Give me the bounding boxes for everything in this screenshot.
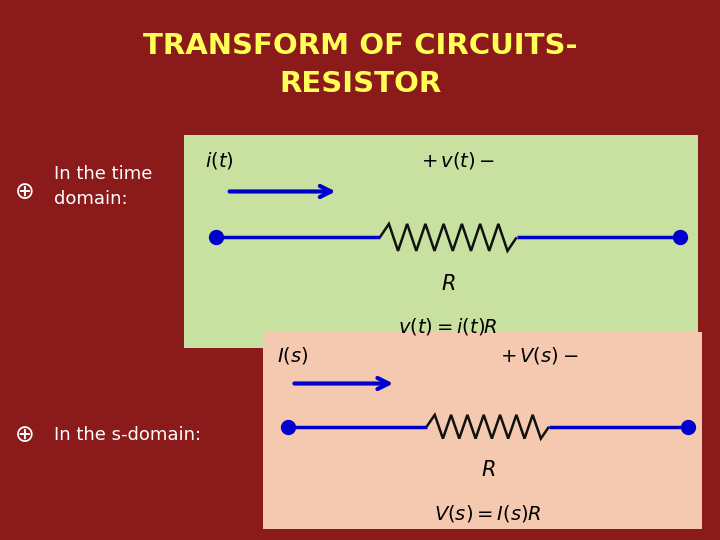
Text: $R$: $R$ bbox=[441, 274, 456, 294]
Text: In the time
domain:: In the time domain: bbox=[54, 165, 153, 208]
Text: $+ \, V(s)-$: $+ \, V(s)-$ bbox=[500, 345, 579, 366]
Text: $i(t)$: $i(t)$ bbox=[205, 150, 234, 171]
Text: $+ \, v(t)-$: $+ \, v(t)-$ bbox=[421, 150, 495, 171]
Text: In the s-domain:: In the s-domain: bbox=[54, 426, 201, 444]
Text: $I(s)$: $I(s)$ bbox=[277, 345, 309, 366]
Text: $V(s)=I(s)R$: $V(s)=I(s)R$ bbox=[434, 503, 541, 524]
Text: ⊕: ⊕ bbox=[14, 180, 34, 204]
Text: $R$: $R$ bbox=[480, 460, 495, 480]
Text: TRANSFORM OF CIRCUITS-: TRANSFORM OF CIRCUITS- bbox=[143, 32, 577, 60]
Text: RESISTOR: RESISTOR bbox=[279, 70, 441, 98]
Text: ⊕: ⊕ bbox=[14, 423, 34, 447]
Text: $v(t)=i(t)R$: $v(t)=i(t)R$ bbox=[398, 316, 498, 338]
Bar bbox=[184, 135, 698, 348]
Bar bbox=[263, 332, 702, 529]
